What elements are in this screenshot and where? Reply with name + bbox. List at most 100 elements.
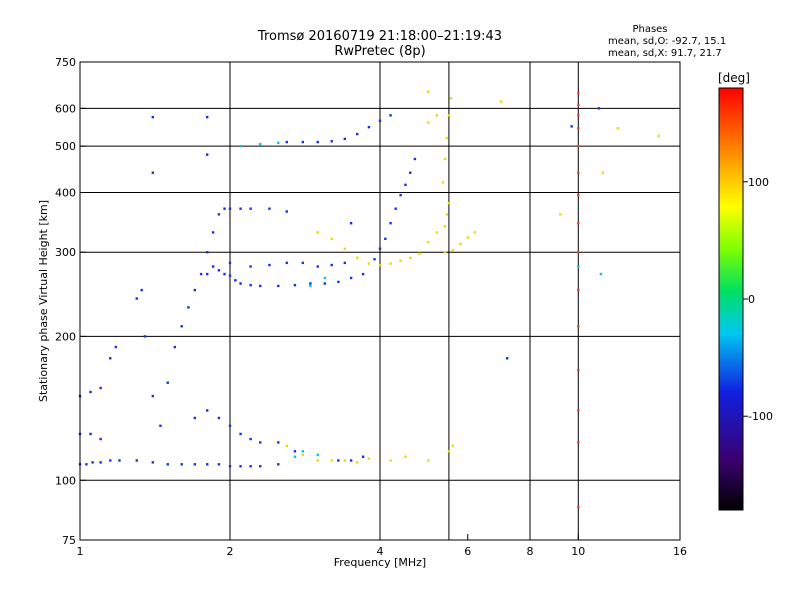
o-mode-echo-point <box>228 465 232 468</box>
o-mode-echo-point <box>505 357 509 360</box>
o-mode-echo-point <box>234 279 237 282</box>
x-mode-echo-point <box>577 193 580 197</box>
x-tick-label: 16 <box>673 545 687 558</box>
o-mode-echo-point <box>249 207 252 210</box>
o-mode-echo-point <box>180 463 183 466</box>
o-mode-echo-point <box>211 231 215 234</box>
o-mode-echo-point <box>205 115 209 119</box>
o-mode-echo-point <box>228 274 232 277</box>
o-mode-echo-point <box>599 272 603 276</box>
o-mode-echo-point <box>301 450 305 453</box>
o-mode-echo-point <box>205 409 209 412</box>
o-mode-echo-point <box>316 140 319 144</box>
x-mode-echo-point <box>559 213 562 216</box>
x-mode-echo-point <box>601 171 605 174</box>
x-mode-echo-point <box>577 92 580 95</box>
o-mode-echo-point <box>409 171 412 174</box>
o-mode-echo-point <box>135 459 138 462</box>
x-mode-echo-point <box>466 236 469 239</box>
o-mode-echo-point <box>118 459 121 462</box>
o-mode-echo-point <box>91 461 94 464</box>
o-mode-echo-point <box>193 416 197 420</box>
x-mode-echo-point <box>577 144 580 148</box>
o-mode-echo-point <box>109 459 112 462</box>
o-mode-echo-point <box>378 119 382 123</box>
o-mode-echo-point <box>180 325 183 328</box>
o-mode-echo-point <box>223 272 226 276</box>
x-mode-echo-point <box>447 450 451 453</box>
o-mode-echo-point <box>109 357 112 360</box>
phase-colorbar <box>718 87 744 511</box>
o-mode-echo-point <box>151 115 155 119</box>
x-mode-echo-point <box>378 263 382 267</box>
x-mode-echo-point <box>577 251 580 254</box>
o-mode-echo-point <box>159 424 162 428</box>
o-mode-echo-point <box>330 263 333 267</box>
o-mode-echo-point <box>151 394 155 398</box>
plot-frame <box>79 61 681 541</box>
grid-lines <box>80 62 680 540</box>
o-mode-echo-point <box>151 461 155 464</box>
y-tick-label: 400 <box>55 186 76 199</box>
x-mode-echo-point <box>316 231 319 234</box>
x-tick-label: 4 <box>377 545 384 558</box>
o-mode-echo-point <box>277 284 280 288</box>
colorbar-tick-label: 0 <box>748 293 755 306</box>
x-mode-echo-point <box>577 114 580 117</box>
o-mode-echo-point <box>323 276 327 280</box>
o-mode-echo-point <box>349 222 353 225</box>
x-mode-echo-point <box>443 157 447 161</box>
o-mode-echo-point <box>205 272 209 276</box>
o-mode-echo-point <box>361 455 365 458</box>
o-mode-echo-point <box>249 265 252 268</box>
x-mode-echo-point <box>577 505 580 509</box>
o-mode-echo-point <box>323 282 327 285</box>
x-mode-echo-point <box>427 90 430 93</box>
o-mode-echo-point <box>143 335 147 338</box>
o-mode-echo-point <box>577 265 580 268</box>
o-mode-echo-point <box>309 284 312 288</box>
o-mode-echo-point <box>343 261 347 265</box>
echo-points <box>78 90 660 509</box>
y-axis-label: Stationary phase Virtual Height [km] <box>37 200 50 402</box>
x-mode-echo-point <box>451 248 455 252</box>
o-mode-echo-point <box>399 193 402 197</box>
y-tick-label: 500 <box>55 140 76 153</box>
x-mode-echo-point <box>577 368 580 372</box>
y-tick-label: 75 <box>62 534 76 547</box>
o-mode-echo-point <box>239 282 242 285</box>
o-mode-echo-point <box>404 183 407 187</box>
x-mode-echo-point <box>343 247 347 250</box>
x-mode-echo-point <box>443 225 447 228</box>
x-mode-echo-point <box>441 181 445 184</box>
x-mode-echo-point <box>577 127 580 130</box>
o-mode-echo-point <box>239 432 242 436</box>
x-mode-echo-point <box>577 288 580 292</box>
o-mode-echo-point <box>268 263 271 267</box>
o-mode-echo-point <box>140 288 143 292</box>
x-tick-label: 2 <box>227 545 234 558</box>
x-mode-echo-point <box>404 455 407 458</box>
o-mode-echo-point <box>239 465 242 468</box>
x-mode-echo-point <box>473 231 477 234</box>
x-mode-echo-point <box>427 240 430 244</box>
o-mode-echo-point <box>228 261 232 265</box>
o-mode-echo-point <box>293 283 297 287</box>
x-tick-label: 8 <box>527 545 534 558</box>
o-mode-echo-point <box>223 207 226 210</box>
y-tick-label: 750 <box>55 56 76 69</box>
o-mode-echo-point <box>597 107 601 110</box>
o-mode-echo-point <box>249 437 252 441</box>
x-tick-label: 10 <box>571 545 585 558</box>
x-mode-echo-point <box>316 459 319 462</box>
o-mode-echo-point <box>330 140 333 143</box>
x-mode-echo-point <box>435 114 438 117</box>
o-mode-echo-point <box>413 157 417 161</box>
colorbar-label: [deg] <box>718 71 750 85</box>
x-mode-echo-point <box>355 461 359 464</box>
x-mode-echo-point <box>355 256 359 260</box>
y-tick-label: 100 <box>55 474 76 487</box>
x-mode-echo-point <box>445 213 449 216</box>
o-mode-echo-point <box>259 142 262 146</box>
